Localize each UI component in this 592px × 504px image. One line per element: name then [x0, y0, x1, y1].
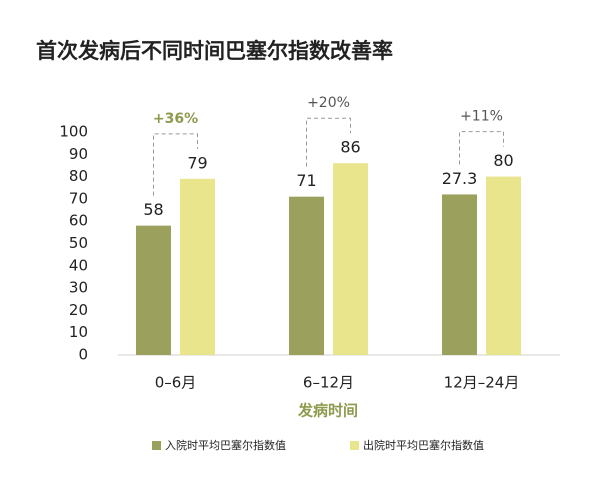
annotation: +20%: [307, 95, 350, 111]
annotation-bracket: [459, 131, 504, 165]
y-tick-label: 80: [69, 167, 88, 185]
bar: [486, 176, 521, 355]
annotation: +36%: [153, 111, 198, 127]
data-label: 58: [143, 200, 163, 219]
legend-label: 出院时平均巴塞尔指数值: [363, 438, 484, 452]
y-tick-label: 60: [69, 212, 88, 230]
bar: [136, 225, 171, 355]
x-axis-title: 发病时间: [297, 402, 358, 420]
legend-swatch: [350, 441, 359, 450]
x-tick-label: 12月–24月: [444, 374, 520, 392]
legend-swatch: [152, 441, 161, 450]
annotation-bracket: [153, 133, 198, 196]
x-tick-label: 0–6月: [155, 374, 197, 392]
data-label: 27.3: [442, 169, 478, 188]
bar: [180, 178, 215, 355]
y-tick-label: 90: [69, 145, 88, 163]
bar: [442, 194, 477, 355]
y-tick-label: 10: [69, 323, 88, 341]
y-tick-label: 50: [69, 234, 88, 252]
y-tick-label: 20: [69, 301, 88, 319]
y-tick-label: 0: [78, 346, 88, 364]
chart-title: 首次发病后不同时间巴塞尔指数改善率: [36, 39, 393, 63]
data-label: 80: [493, 151, 513, 170]
data-label: 79: [187, 153, 207, 172]
annotation: +11%: [460, 109, 503, 125]
annotation-bracket: [306, 117, 351, 167]
y-tick-label: 40: [69, 256, 88, 274]
y-tick-label: 100: [59, 123, 88, 141]
y-tick-label: 30: [69, 279, 88, 297]
x-tick-label: 6–12月: [303, 374, 354, 392]
legend-label: 入院时平均巴塞尔指数值: [165, 438, 286, 452]
y-tick-label: 70: [69, 189, 88, 207]
bar: [289, 196, 324, 355]
data-label: 86: [340, 138, 360, 157]
data-label: 71: [296, 171, 316, 190]
bar: [333, 163, 368, 355]
